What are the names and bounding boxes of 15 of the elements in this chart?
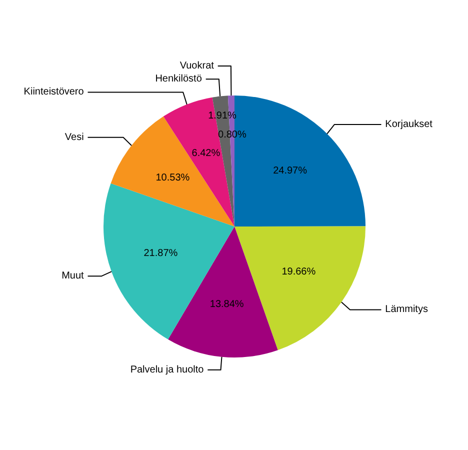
data-label: 10.53% (156, 172, 190, 184)
slice-label: Vesi (64, 132, 84, 143)
slice-label: Korjaukset (385, 118, 433, 130)
data-label: 21.87% (144, 248, 178, 260)
data-label: 24.97% (273, 165, 308, 176)
slice-label: Muut (62, 270, 84, 282)
slice-label: Vuokrat (180, 60, 214, 72)
slice-label: Lämmitys (385, 304, 428, 316)
slice-label: Palvelu ja huolto (130, 364, 204, 376)
slice-label: Kiinteistövero (24, 86, 84, 98)
slice-label: Henkilöstö (155, 74, 202, 85)
data-label: 1.91% (208, 110, 237, 122)
data-label: 13.84% (210, 299, 244, 310)
data-label: 19.66% (282, 266, 316, 278)
data-label: 6.42% (192, 148, 220, 159)
